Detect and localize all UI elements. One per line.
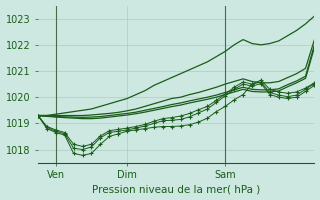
X-axis label: Pression niveau de la mer( hPa ): Pression niveau de la mer( hPa ) (92, 184, 260, 194)
